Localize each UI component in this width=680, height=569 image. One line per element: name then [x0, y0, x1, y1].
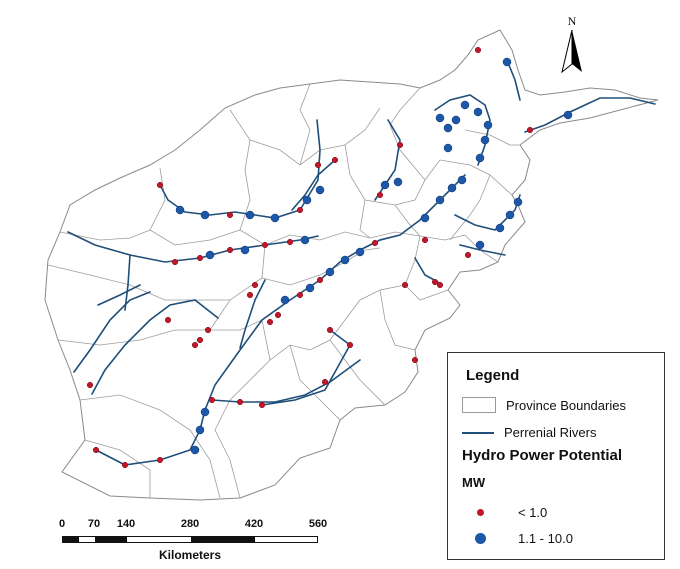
legend-low-row: < 1.0: [462, 505, 547, 520]
scale-unit: Kilometers: [158, 548, 222, 562]
scale-bar-graphic: [62, 536, 318, 543]
scale-tick: 420: [244, 518, 264, 530]
low-dot-icon: [477, 509, 484, 516]
legend-high-row: 1.1 - 10.0: [462, 531, 573, 546]
legend-rivers-row: Perrenial Rivers: [462, 425, 596, 440]
legend-province-row: Province Boundaries: [462, 397, 626, 413]
scale-tick: 70: [87, 518, 101, 530]
scale-tick: 0: [58, 518, 66, 530]
river-swatch: [462, 431, 494, 434]
legend-rivers-label: Perrenial Rivers: [504, 425, 597, 440]
province-swatch: [462, 397, 496, 413]
legend-province-label: Province Boundaries: [506, 397, 626, 413]
legend: Legend Province Boundaries Perrenial Riv…: [447, 352, 665, 560]
north-arrow-icon: [561, 29, 582, 74]
legend-title: Legend: [466, 367, 520, 384]
legend-section-title: Hydro Power Potential: [462, 447, 623, 464]
hydro-points-high: [175, 57, 573, 455]
north-arrow: N: [556, 14, 588, 76]
scale-bar: 0 70 140 280 420 560 Kilometers: [50, 518, 330, 568]
north-label: N: [567, 14, 577, 28]
scale-tick: 140: [116, 518, 136, 530]
scale-tick: 280: [180, 518, 200, 530]
scale-tick: 560: [308, 518, 328, 530]
legend-high-label: 1.1 - 10.0: [518, 531, 573, 546]
high-dot-icon: [475, 533, 486, 544]
province-boundaries: [47, 83, 520, 499]
legend-unit: MW: [462, 475, 486, 490]
legend-low-label: < 1.0: [518, 505, 548, 520]
country-outline: [44, 29, 659, 501]
hydro-points-low: [86, 46, 534, 469]
